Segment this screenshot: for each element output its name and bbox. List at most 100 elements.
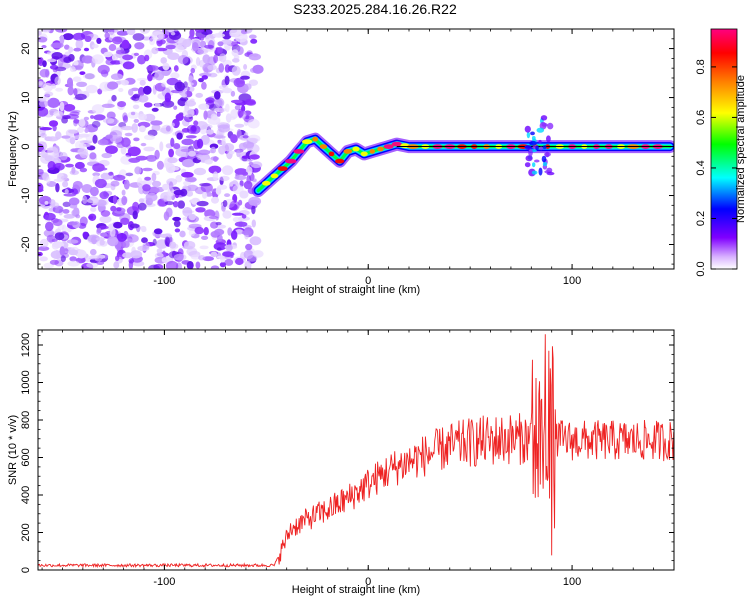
noise-blob bbox=[184, 177, 197, 183]
noise-blob bbox=[151, 47, 159, 55]
noise-blob bbox=[229, 182, 234, 187]
noise-blob bbox=[151, 107, 159, 112]
noise-blob bbox=[138, 86, 145, 97]
noise-blob bbox=[62, 201, 71, 207]
noise-blob bbox=[71, 188, 78, 195]
noise-blob bbox=[232, 58, 240, 63]
noise-blob bbox=[90, 115, 95, 119]
colorbar-tick-label: 0.6 bbox=[695, 110, 707, 125]
noise-blob bbox=[91, 235, 98, 245]
noise-blob bbox=[65, 163, 74, 168]
noise-blob bbox=[46, 147, 58, 151]
noise-blob bbox=[52, 218, 63, 227]
noise-blob bbox=[225, 244, 233, 252]
noise-blob bbox=[164, 236, 170, 247]
noise-blob bbox=[46, 136, 59, 142]
noise-blob bbox=[92, 134, 98, 144]
noise-blob bbox=[68, 129, 79, 134]
noise-blob bbox=[53, 110, 64, 117]
colorbar: 0.0 0.2 0.4 0.6 0.8 Normalized spectral ampl… bbox=[695, 28, 747, 277]
noise-blob bbox=[38, 152, 41, 156]
disturbance-blob bbox=[542, 145, 547, 150]
noise-blob bbox=[99, 225, 109, 230]
noise-blob bbox=[108, 43, 117, 52]
disturbance-blob bbox=[526, 131, 531, 139]
noise-blob bbox=[122, 61, 135, 70]
noise-blob bbox=[91, 54, 104, 65]
noise-blob bbox=[242, 171, 248, 176]
noise-blob bbox=[97, 139, 109, 146]
noise-blob bbox=[148, 186, 160, 194]
y-tick-label: 10 bbox=[20, 91, 32, 103]
noise-blob bbox=[76, 249, 87, 259]
noise-blob bbox=[188, 86, 195, 92]
noise-blob bbox=[38, 169, 44, 174]
noise-blob bbox=[222, 165, 234, 176]
noise-blob bbox=[91, 120, 101, 128]
trace-hotspot bbox=[369, 149, 375, 154]
noise-blob bbox=[42, 60, 47, 68]
disturbance-blob bbox=[524, 145, 532, 149]
noise-blob bbox=[234, 105, 241, 111]
y-tick-label: 200 bbox=[20, 523, 32, 541]
trace-hotspot bbox=[301, 139, 313, 145]
noise-blob bbox=[130, 250, 143, 259]
spectrogram-x-axis-label: Height of straight line (km) bbox=[292, 284, 420, 296]
noise-blob bbox=[141, 237, 148, 244]
noise-blob bbox=[247, 118, 260, 129]
noise-blob bbox=[104, 32, 110, 39]
noise-blob bbox=[182, 159, 195, 168]
noise-blob bbox=[212, 33, 225, 38]
noise-blob bbox=[59, 101, 65, 112]
noise-blob bbox=[156, 248, 163, 254]
noise-blob bbox=[54, 76, 61, 86]
noise-blob bbox=[99, 191, 109, 200]
noise-blob bbox=[96, 37, 102, 45]
noise-blob bbox=[78, 118, 86, 128]
trace-hotspot bbox=[335, 158, 345, 164]
snr-y-ticks: 0 200 400 600 800 1000 1200 bbox=[20, 333, 674, 573]
noise-blob bbox=[38, 246, 50, 251]
noise-blob bbox=[217, 124, 231, 133]
noise-blob bbox=[71, 166, 76, 174]
noise-blob bbox=[49, 259, 60, 265]
noise-blob bbox=[38, 57, 43, 65]
noise-blob bbox=[60, 255, 66, 262]
noise-blob bbox=[248, 196, 262, 206]
noise-blob bbox=[174, 228, 181, 233]
noise-blob bbox=[84, 35, 92, 42]
noise-blob bbox=[201, 235, 209, 240]
noise-blob bbox=[84, 128, 89, 134]
noise-blob bbox=[221, 30, 232, 40]
noise-blob bbox=[198, 149, 211, 156]
disturbance-blob bbox=[528, 149, 533, 157]
noise-blob bbox=[167, 52, 180, 60]
noise-blob bbox=[95, 237, 106, 241]
noise-blob bbox=[131, 123, 138, 133]
noise-blob bbox=[100, 232, 108, 237]
noise-blob bbox=[154, 102, 161, 108]
noise-blob bbox=[234, 175, 247, 181]
noise-blob bbox=[55, 183, 60, 193]
noise-blob bbox=[67, 221, 78, 226]
x-tick-label: 100 bbox=[563, 576, 581, 588]
noise-blob bbox=[47, 161, 56, 171]
noise-blob bbox=[103, 117, 115, 124]
noise-blob bbox=[160, 124, 174, 135]
noise-blob bbox=[121, 39, 130, 49]
noise-blob bbox=[75, 214, 81, 219]
noise-blob bbox=[134, 166, 142, 175]
noise-blob bbox=[73, 119, 80, 124]
noise-blob bbox=[153, 228, 163, 235]
noise-blob bbox=[249, 67, 258, 73]
noise-blob bbox=[117, 101, 127, 108]
noise-blob bbox=[51, 52, 63, 60]
noise-blob bbox=[218, 145, 226, 155]
noise-blob bbox=[122, 54, 134, 61]
noise-blob bbox=[63, 193, 76, 197]
x-tick-label: -100 bbox=[153, 275, 175, 287]
trace-hotspot bbox=[328, 151, 335, 157]
noise-blob bbox=[164, 92, 172, 103]
noise-blob bbox=[113, 221, 123, 229]
noise-blob bbox=[52, 202, 60, 208]
